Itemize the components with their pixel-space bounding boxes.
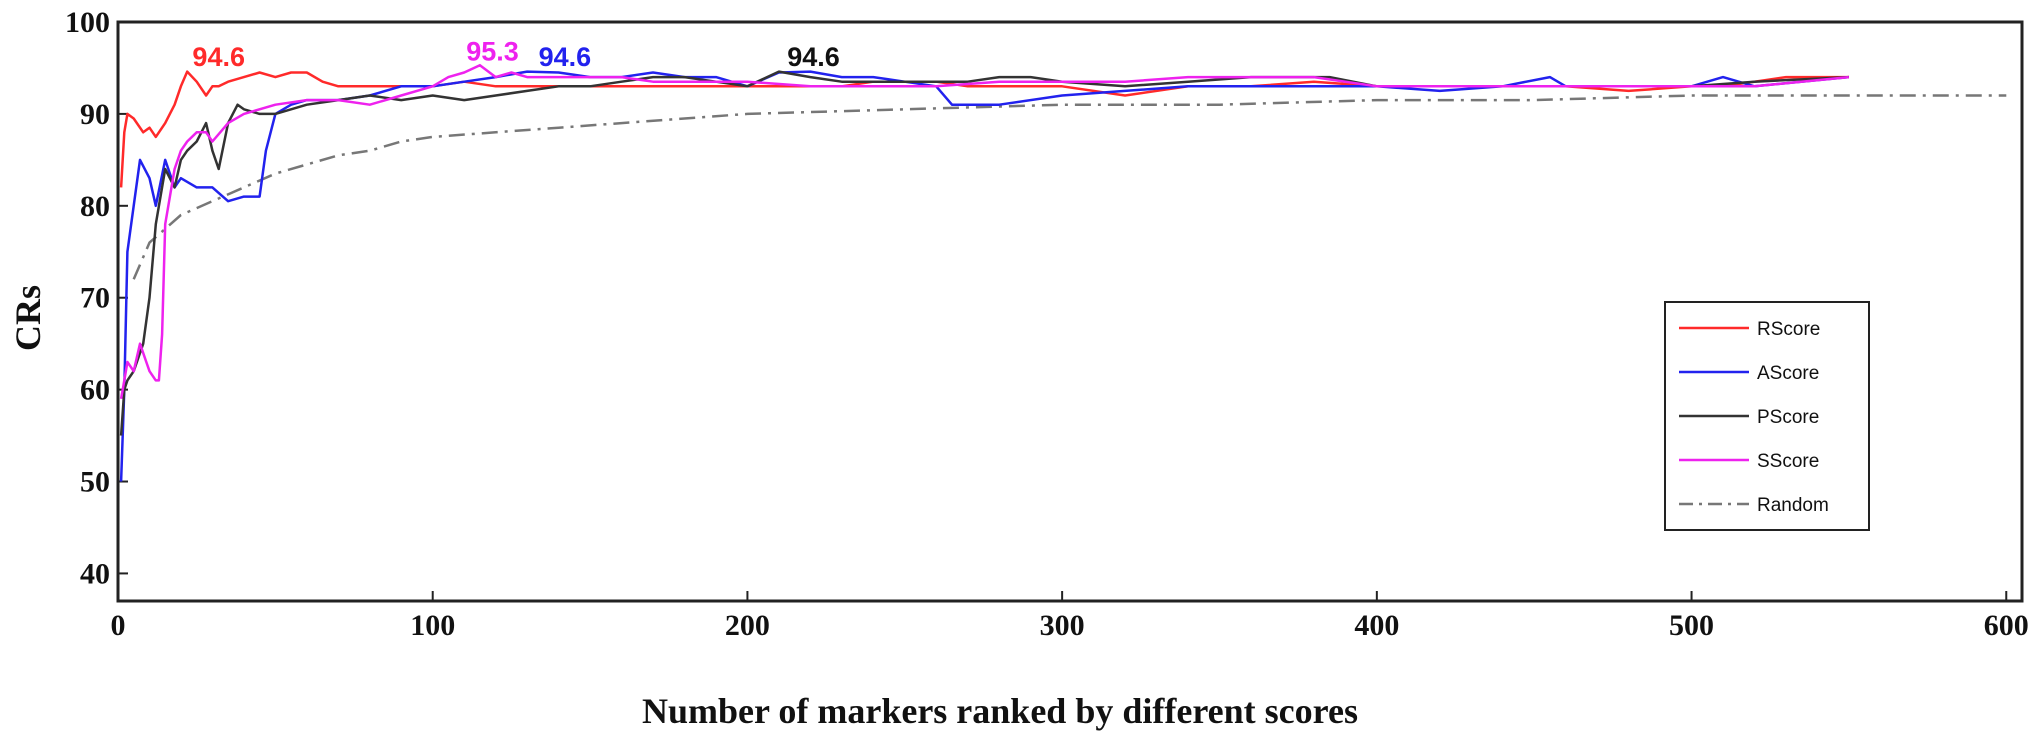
x-tick-label: 400 bbox=[1354, 609, 1399, 642]
legend-label: RScore bbox=[1757, 319, 1820, 340]
x-tick-label: 300 bbox=[1040, 609, 1085, 642]
peak-annotation: 95.3 bbox=[466, 37, 519, 67]
y-tick-label: 50 bbox=[80, 466, 110, 499]
peak-annotation: 94.6 bbox=[787, 42, 840, 72]
peak-annotation: 94.6 bbox=[192, 42, 245, 72]
legend-label: AScore bbox=[1757, 363, 1819, 384]
y-tick-label: 80 bbox=[80, 190, 110, 223]
legend-label: SScore bbox=[1757, 451, 1819, 472]
x-tick-label: 500 bbox=[1669, 609, 1714, 642]
y-tick-label: 70 bbox=[80, 282, 110, 315]
x-tick-label: 0 bbox=[111, 609, 126, 642]
y-tick-label: 60 bbox=[80, 374, 110, 407]
peak-annotation: 94.6 bbox=[539, 42, 592, 72]
series-line-random bbox=[132, 94, 2007, 280]
y-tick-label: 100 bbox=[65, 6, 110, 39]
legend-label: Random bbox=[1757, 495, 1829, 516]
y-tick-label: 90 bbox=[80, 98, 110, 131]
x-tick-label: 200 bbox=[725, 609, 770, 642]
y-tick-label: 40 bbox=[80, 557, 110, 590]
x-tick-label: 600 bbox=[1984, 609, 2029, 642]
legend-label: PScore bbox=[1757, 407, 1819, 428]
y-axis-label: CRs bbox=[8, 285, 48, 351]
series-layer bbox=[119, 63, 2007, 482]
x-tick-label: 100 bbox=[410, 609, 455, 642]
annotations: 94.6 95.3 94.6 94.6 bbox=[192, 37, 839, 73]
series-line-sscore bbox=[119, 63, 1850, 400]
x-axis-label: Number of markers ranked by different sc… bbox=[642, 691, 1358, 731]
legend: RScore AScore PScore SScore Random bbox=[1664, 301, 1870, 531]
